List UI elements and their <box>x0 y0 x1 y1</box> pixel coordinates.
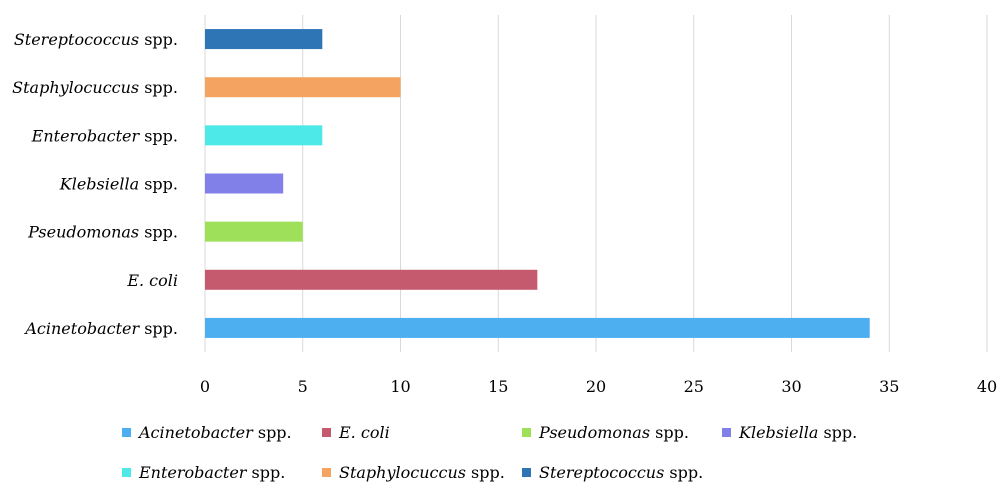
x-tick-label: 20 <box>586 377 606 396</box>
x-tick-label: 0 <box>200 377 210 396</box>
category-label: Enterobacter spp. <box>31 126 178 145</box>
x-tick-label: 10 <box>390 377 410 396</box>
bar <box>205 221 303 242</box>
x-tick-label: 25 <box>684 377 704 396</box>
bar <box>205 29 323 50</box>
x-tick-label: 40 <box>977 377 997 396</box>
bar <box>205 77 401 98</box>
bar <box>205 173 284 194</box>
bar <box>205 269 538 290</box>
x-tick-label: 35 <box>879 377 899 396</box>
category-label: Klebsiella spp. <box>59 175 178 194</box>
bar <box>205 317 870 338</box>
category-label: Pseudomonas spp. <box>27 223 178 242</box>
category-label: Staphylocuccus spp. <box>12 78 178 97</box>
category-label: E. coli <box>126 271 178 290</box>
x-tick-label: 5 <box>298 377 308 396</box>
category-label: Stereptococcus spp. <box>14 30 178 49</box>
x-tick-label: 30 <box>781 377 801 396</box>
x-tick-label: 15 <box>488 377 508 396</box>
bar <box>205 125 323 146</box>
category-label: Acinetobacter spp. <box>23 319 178 338</box>
